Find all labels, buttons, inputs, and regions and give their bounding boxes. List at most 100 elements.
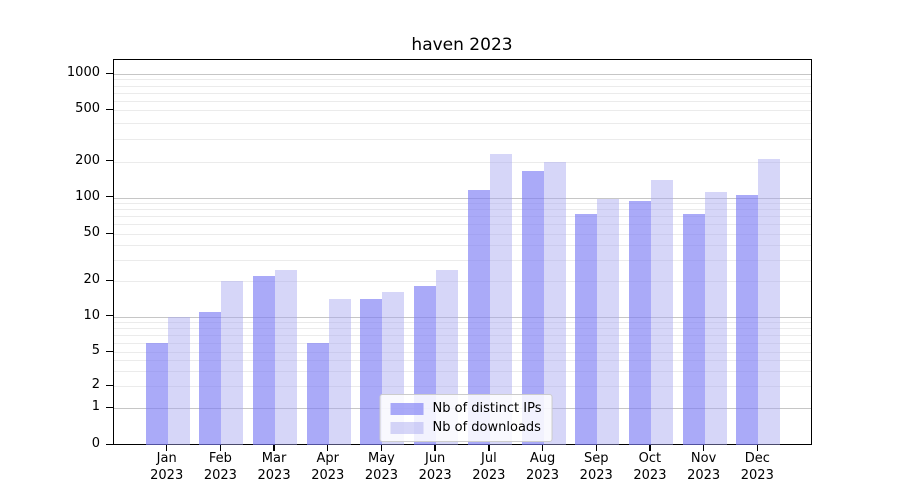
- gridline: [114, 316, 811, 318]
- bar: [736, 194, 759, 445]
- x-tick: [434, 444, 436, 451]
- x-tick: [756, 444, 758, 451]
- chart-title: haven 2023: [411, 35, 513, 55]
- bar: [199, 311, 222, 445]
- y-tick: [106, 232, 113, 234]
- x-tick: [649, 444, 651, 451]
- x-tick: [273, 444, 275, 451]
- x-tick-label: Jan 2023: [150, 451, 184, 483]
- bar: [145, 342, 168, 445]
- gridline: [114, 342, 811, 344]
- x-tick-label: Mar 2023: [257, 451, 291, 483]
- gridline: [114, 321, 811, 323]
- x-tick-label: Feb 2023: [203, 451, 237, 483]
- gridline: [114, 245, 811, 247]
- y-tick-label: 5: [91, 343, 100, 358]
- bar: [758, 158, 781, 445]
- gridline: [114, 386, 811, 387]
- x-tick-label: Dec 2023: [740, 451, 774, 483]
- gridline: [114, 85, 811, 87]
- legend-swatch: [390, 421, 424, 434]
- y-tick-label: 200: [75, 152, 100, 168]
- gridline: [114, 74, 811, 75]
- gridline: [114, 327, 811, 329]
- bar: [650, 180, 673, 445]
- gridline: [114, 100, 811, 102]
- bar: [360, 299, 383, 445]
- legend-row: Nb of distinct IPs: [390, 401, 542, 416]
- bar: [682, 214, 705, 445]
- x-tick-label: Nov 2023: [687, 451, 721, 483]
- bar: [575, 214, 598, 445]
- gridline: [114, 197, 811, 199]
- y-tick: [106, 279, 113, 281]
- gridline: [114, 203, 811, 205]
- y-tick-label: 0: [91, 436, 100, 451]
- y-tick-label: 1000: [66, 65, 100, 80]
- gridline: [114, 110, 811, 111]
- gridline: [114, 360, 811, 362]
- x-tick: [165, 444, 168, 451]
- legend: Nb of distinct IPs Nb of downloads: [379, 394, 553, 442]
- y-tick: [106, 160, 113, 162]
- y-tick: [106, 384, 113, 386]
- y-tick-label: 20: [83, 272, 100, 287]
- bar: [221, 281, 244, 445]
- bar: [275, 269, 298, 445]
- y-tick-label: 2: [91, 377, 100, 392]
- x-tick: [595, 444, 597, 451]
- y-tick-label: 50: [83, 225, 100, 240]
- x-tick-label: May 2023: [364, 451, 398, 483]
- y-tick: [106, 196, 113, 198]
- legend-label: Nb of distinct IPs: [432, 401, 542, 416]
- bar: [521, 171, 544, 445]
- gridline: [114, 79, 811, 81]
- gridline: [114, 92, 811, 94]
- bar: [253, 276, 276, 445]
- x-tick-label: Oct 2023: [633, 451, 667, 483]
- plot-area: Nb of distinct IPs Nb of downloads: [113, 59, 812, 445]
- x-tick: [541, 444, 544, 451]
- y-tick: [106, 108, 113, 110]
- gridline: [114, 281, 811, 282]
- x-tick-label: Apr 2023: [311, 451, 345, 483]
- gridline: [114, 334, 811, 336]
- gridline: [114, 209, 811, 211]
- x-tick: [219, 444, 222, 451]
- gridline: [114, 234, 811, 235]
- bar: [489, 153, 512, 445]
- y-tick: [106, 443, 113, 445]
- bar: [306, 342, 329, 445]
- gridline: [114, 352, 811, 353]
- x-tick: [327, 444, 329, 451]
- legend-swatch: [390, 402, 424, 415]
- y-tick-label: 500: [75, 101, 100, 116]
- legend-label: Nb of downloads: [432, 420, 541, 435]
- gridline: [114, 161, 811, 163]
- bar: [597, 199, 620, 445]
- bar: [704, 191, 727, 445]
- x-tick: [702, 444, 705, 451]
- gridline: [114, 122, 811, 124]
- gridline: [114, 370, 811, 372]
- x-tick-label: Jul 2023: [472, 451, 506, 483]
- y-tick: [106, 315, 113, 317]
- gridline: [114, 260, 811, 262]
- bar: [543, 161, 566, 445]
- x-tick: [488, 444, 490, 451]
- bar: [328, 299, 351, 445]
- x-tick-label: Sep 2023: [579, 451, 613, 483]
- x-tick: [380, 444, 383, 451]
- gridline: [114, 224, 811, 226]
- y-tick: [106, 406, 113, 408]
- y-tick: [106, 350, 113, 352]
- y-tick-label: 1: [91, 399, 100, 414]
- gridline: [114, 138, 811, 140]
- bar: [628, 201, 651, 445]
- legend-row: Nb of downloads: [390, 420, 542, 435]
- y-tick-label: 10: [83, 307, 100, 323]
- bar: [467, 190, 490, 445]
- x-tick-label: Aug 2023: [525, 451, 560, 483]
- x-tick-label: Jun 2023: [418, 451, 452, 483]
